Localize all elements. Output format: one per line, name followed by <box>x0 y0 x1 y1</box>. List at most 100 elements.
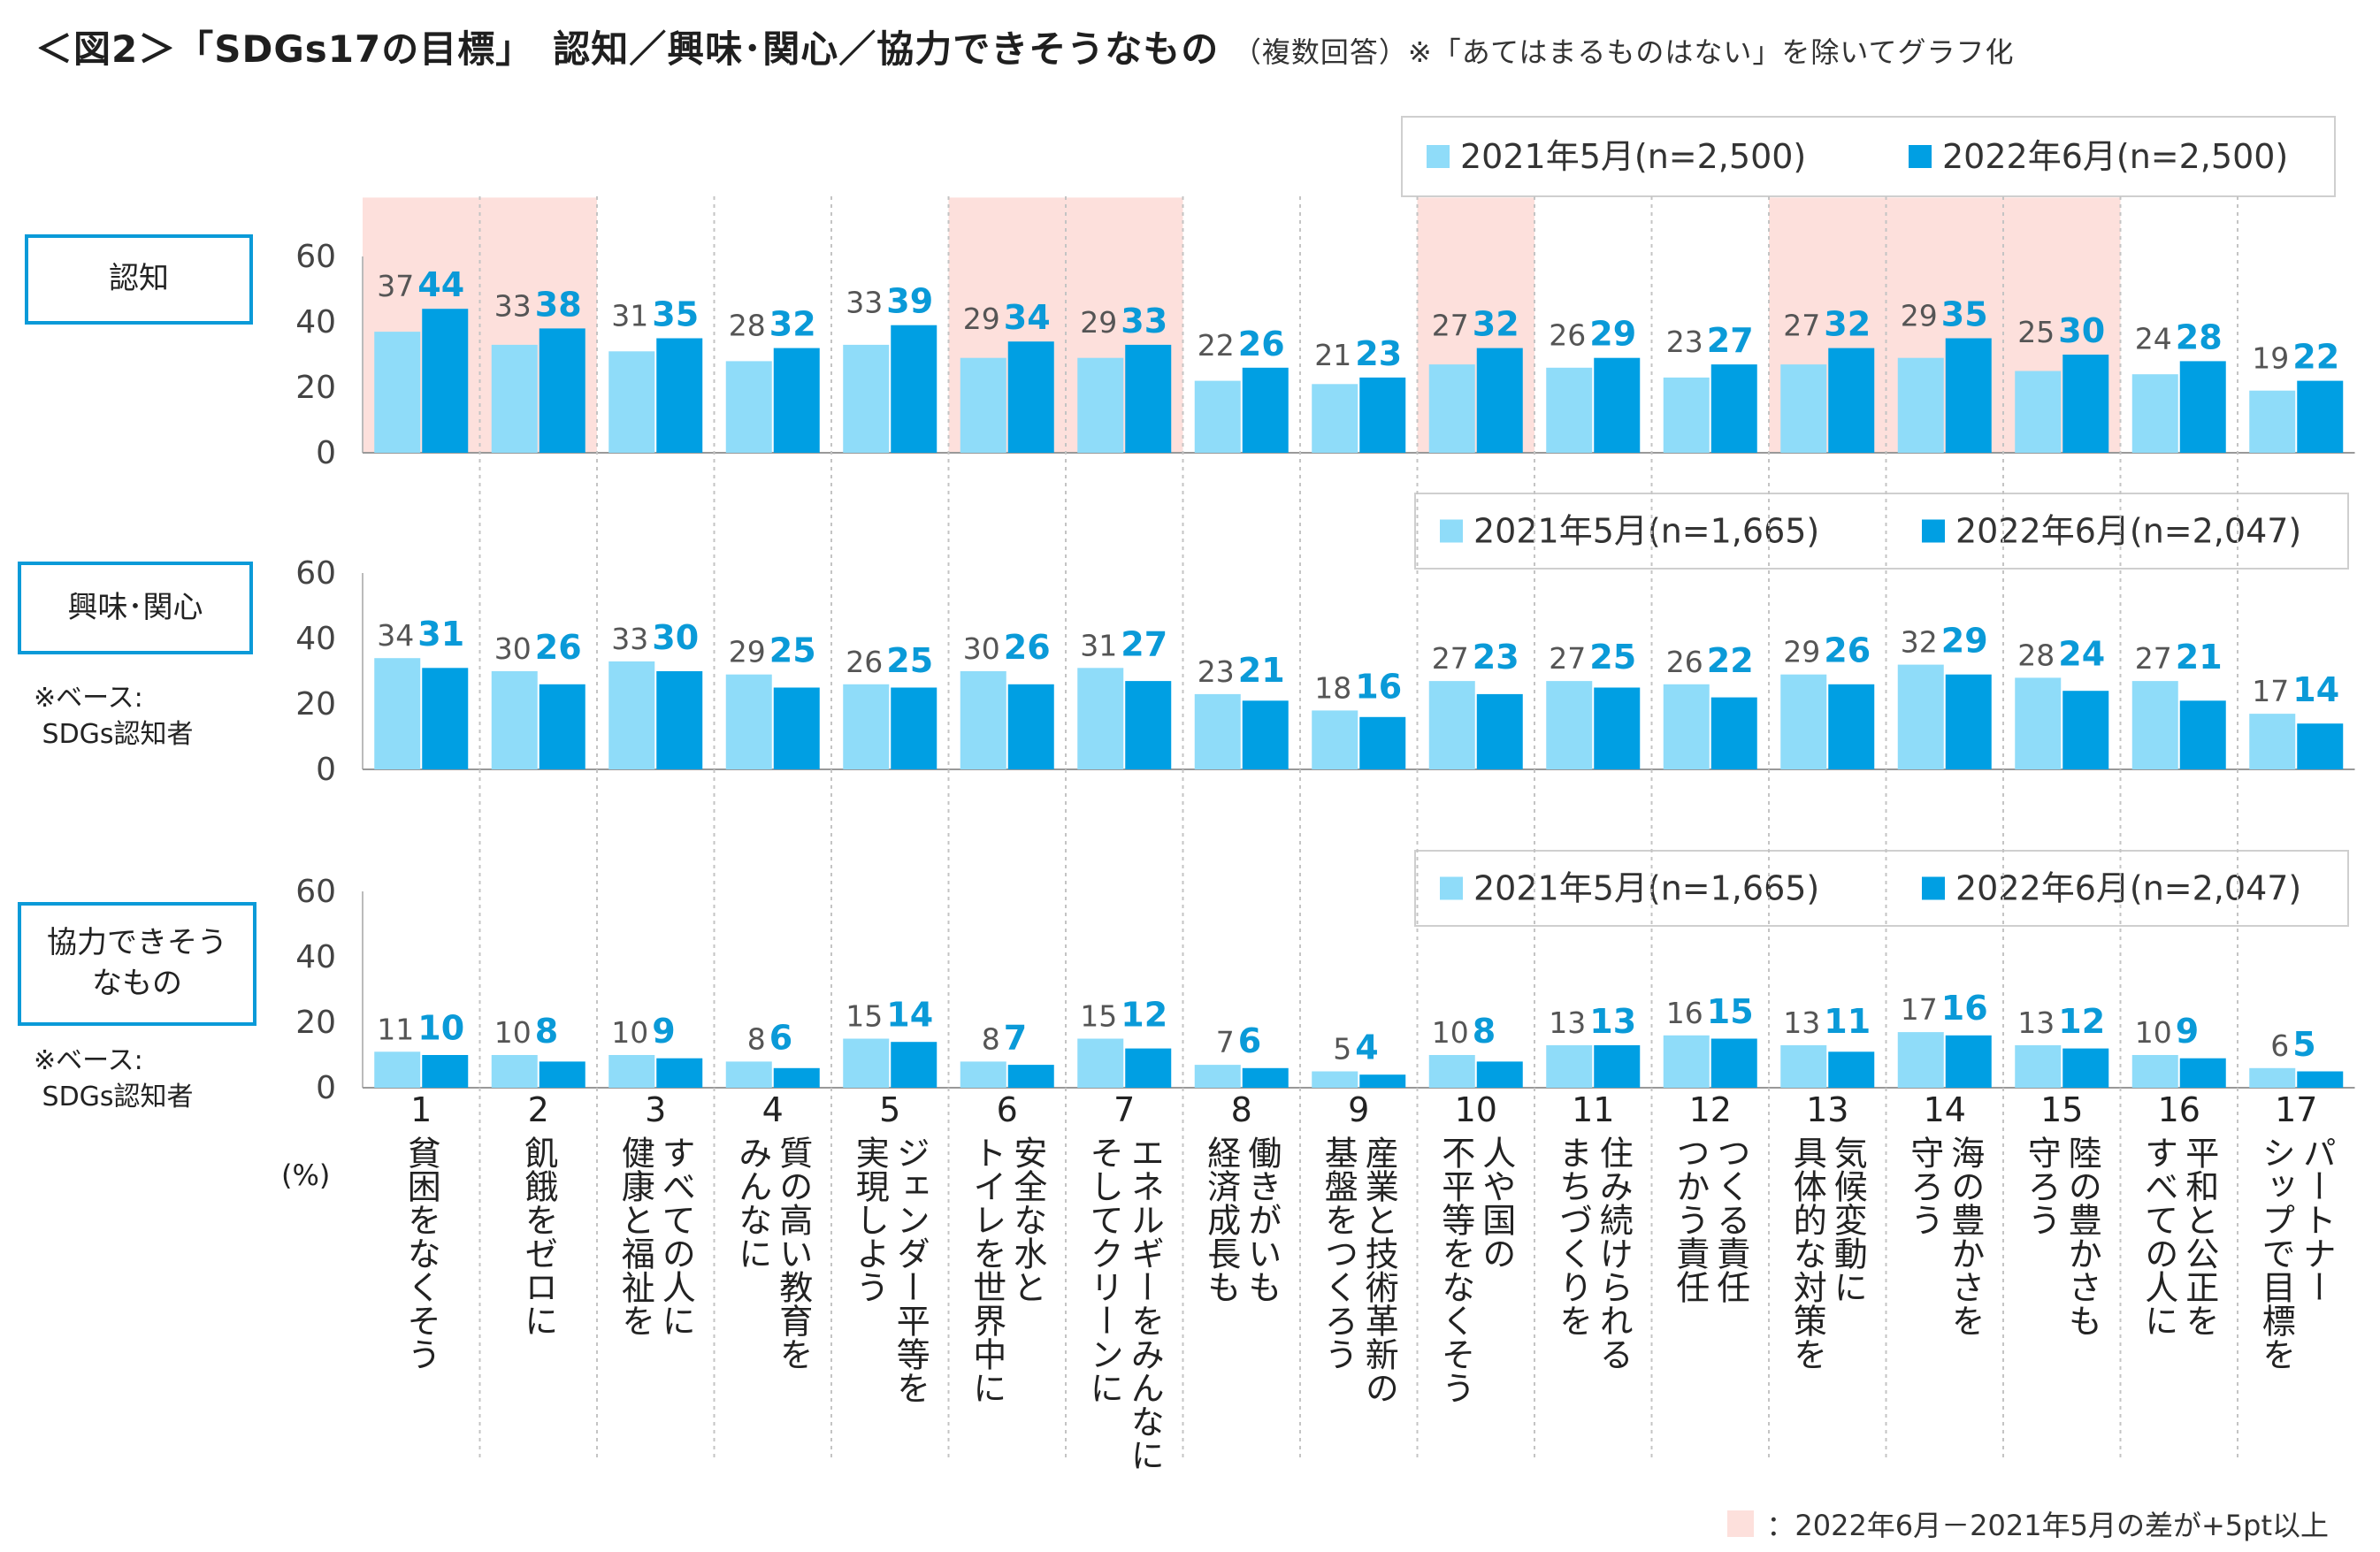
category-text: 安全な水と <box>1008 1135 1047 1304</box>
bar-2021 <box>1780 674 1827 769</box>
bar-2022 <box>1476 1061 1523 1088</box>
category-text: 気候変動に <box>1828 1135 1867 1304</box>
legend-label: 2021年5月(n=1,665) <box>1473 512 1819 551</box>
bar-2022 <box>1828 684 1875 769</box>
category-text: 平和と公正を <box>2180 1135 2219 1337</box>
category-text: すべての人に <box>2139 1135 2178 1337</box>
value-label-2022: 35 <box>652 295 699 334</box>
category-text: エネルギーをみんなに <box>1125 1135 1164 1472</box>
legend-label: 2021年5月(n=1,665) <box>1473 869 1819 908</box>
value-label-2021: 29 <box>1783 635 1820 669</box>
legend-swatch <box>1909 145 1932 168</box>
value-label-2022: 30 <box>652 618 699 657</box>
value-label-2022: 27 <box>1121 624 1167 663</box>
category-text: トイレを世界中に <box>968 1135 1006 1404</box>
value-label-2021: 27 <box>1432 641 1469 676</box>
value-label-2021: 18 <box>1314 670 1351 705</box>
bar-2021 <box>1428 1055 1475 1088</box>
category-text: 産業と技術革新の <box>1359 1135 1398 1404</box>
bar-2021 <box>843 1038 890 1088</box>
value-label-2022: 38 <box>535 285 582 324</box>
value-label-2021: 5 <box>1333 1032 1351 1067</box>
legend-label: 2022年6月(n=2,500) <box>1942 137 2288 176</box>
title-note: （複数回答）※「あてはまるものはない」を除いてグラフ化 <box>1232 35 2015 69</box>
panel-label: 興味･関心 <box>18 562 253 654</box>
bar-2022 <box>1359 716 1406 769</box>
panel-label: 協力できそう なもの <box>18 902 256 1026</box>
value-label-2022: 21 <box>2176 638 2223 677</box>
value-label-2021: 27 <box>1783 309 1820 343</box>
bar-2022 <box>2179 361 2226 453</box>
bar-2022 <box>1125 1048 1172 1088</box>
bar-2021 <box>2249 714 2296 769</box>
value-label-2022: 28 <box>2176 317 2223 356</box>
bar-2022 <box>1359 377 1406 453</box>
value-label-2022: 33 <box>1121 302 1167 340</box>
value-label-2022: 31 <box>417 615 464 654</box>
value-label-2022: 35 <box>1941 295 1988 334</box>
category-text: つくる責任 <box>1711 1135 1750 1304</box>
y-tick-label: 60 <box>295 874 336 910</box>
unit-label: (%) <box>281 1158 331 1192</box>
bar-2022 <box>1710 697 1757 769</box>
bar-2021 <box>1194 1065 1241 1088</box>
value-label-2021: 10 <box>494 1015 532 1050</box>
bar-2022 <box>1125 681 1172 769</box>
category-number: 5 <box>879 1090 900 1129</box>
value-label-2021: 26 <box>1549 318 1586 353</box>
value-label-2021: 37 <box>377 269 414 303</box>
value-label-2022: 16 <box>1355 667 1402 706</box>
bar-2021 <box>1663 684 1710 769</box>
bar-2021 <box>374 1051 421 1088</box>
bar-2022 <box>1359 1074 1406 1088</box>
bar-2021 <box>608 661 655 769</box>
legend-swatch <box>1427 145 1450 168</box>
bar-2021 <box>1546 681 1593 769</box>
bar-2021 <box>1312 384 1358 453</box>
y-tick-label: 0 <box>316 1070 336 1106</box>
value-label-2021: 21 <box>1314 338 1351 372</box>
bar-2021 <box>2131 374 2178 453</box>
legend-box <box>1414 493 2349 570</box>
category-text: 不平等をなくそう <box>1436 1135 1475 1404</box>
bar-2021 <box>2131 1055 2178 1088</box>
value-label-2022: 29 <box>1941 622 1988 661</box>
bar-2022 <box>1594 687 1641 769</box>
value-label-2022: 6 <box>1238 1021 1261 1060</box>
value-label-2021: 11 <box>377 1012 414 1046</box>
value-label-2021: 23 <box>1198 654 1235 689</box>
category-text: 貧困をなくそう <box>402 1135 440 1371</box>
category-number: 14 <box>1924 1090 1966 1129</box>
bar-2021 <box>1312 710 1358 769</box>
category-label: 2 飢餓をゼロに <box>519 1090 558 1337</box>
value-label-2021: 13 <box>1783 1005 1820 1040</box>
value-label-2022: 22 <box>2292 338 2339 377</box>
bar-2021 <box>843 684 890 769</box>
bar-2021 <box>960 357 1006 453</box>
category-text: 健康と福祉を <box>616 1135 654 1337</box>
value-label-2021: 27 <box>2135 641 2172 676</box>
bar-2021 <box>2249 1067 2296 1088</box>
bar-2022 <box>1242 700 1289 769</box>
value-label-2021: 33 <box>494 288 532 323</box>
y-tick-label: 40 <box>295 621 336 657</box>
bar-2022 <box>1945 338 1992 453</box>
value-label-2021: 10 <box>2135 1015 2172 1050</box>
category-text: すべての人に <box>656 1135 695 1337</box>
value-label-2021: 10 <box>611 1015 648 1050</box>
value-label-2021: 31 <box>611 299 648 333</box>
bar-2022 <box>1007 684 1054 769</box>
bar-2021 <box>960 671 1006 769</box>
value-label-2021: 33 <box>611 622 648 656</box>
category-label: 1 貧困をなくそう <box>402 1090 440 1371</box>
value-label-2022: 4 <box>1355 1028 1378 1067</box>
value-label-2022: 13 <box>1589 1002 1636 1041</box>
